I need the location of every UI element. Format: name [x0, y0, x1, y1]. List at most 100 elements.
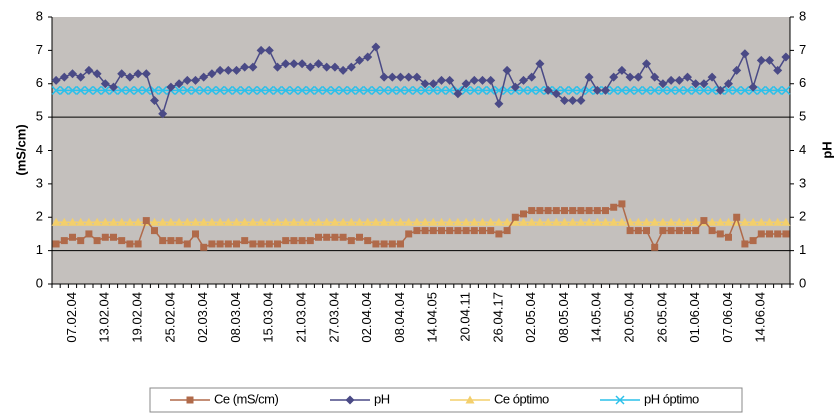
marker — [642, 217, 651, 226]
marker — [420, 217, 430, 226]
x-tick-label: 20.04.11 — [458, 292, 473, 342]
marker — [126, 240, 134, 248]
marker — [92, 69, 102, 79]
marker — [133, 217, 143, 226]
marker — [305, 217, 315, 226]
marker — [748, 217, 758, 226]
marker — [388, 240, 396, 248]
marker — [141, 69, 151, 79]
marker — [773, 65, 783, 75]
marker — [297, 85, 307, 95]
marker — [764, 85, 775, 95]
marker — [766, 230, 773, 238]
marker — [781, 52, 791, 62]
marker — [412, 85, 422, 95]
marker — [109, 217, 118, 226]
marker — [436, 85, 447, 95]
marker — [273, 217, 282, 226]
marker — [298, 237, 306, 245]
marker — [265, 240, 273, 248]
marker — [159, 237, 167, 245]
marker — [190, 85, 201, 95]
marker — [454, 227, 462, 235]
marker — [773, 217, 783, 226]
marker — [633, 72, 643, 82]
marker — [183, 240, 191, 248]
marker — [740, 85, 750, 95]
marker — [51, 85, 61, 95]
marker — [175, 237, 183, 245]
marker — [469, 217, 479, 226]
marker — [495, 230, 503, 238]
marker — [297, 59, 307, 69]
marker — [330, 85, 340, 95]
x-tick-label: 21.03.04 — [294, 292, 309, 343]
marker — [110, 233, 117, 241]
marker — [528, 207, 536, 215]
marker — [691, 217, 701, 226]
marker — [100, 217, 110, 226]
marker — [601, 85, 610, 95]
marker — [421, 227, 429, 235]
marker — [264, 217, 274, 226]
marker — [68, 217, 77, 226]
marker — [518, 85, 529, 95]
marker — [314, 217, 323, 226]
marker — [724, 217, 733, 226]
marker — [470, 227, 478, 235]
plot-area — [52, 17, 790, 284]
marker — [601, 217, 610, 226]
marker — [404, 217, 414, 226]
marker — [207, 69, 217, 79]
marker — [445, 217, 455, 226]
marker — [740, 49, 750, 59]
legend-label: pH — [374, 391, 390, 406]
marker — [215, 85, 225, 95]
marker — [461, 217, 471, 226]
x-tick-label: 13.02.04 — [97, 292, 112, 343]
marker — [249, 240, 257, 248]
marker — [584, 85, 594, 95]
x-tick-label: 02.04.04 — [359, 292, 374, 343]
marker — [289, 59, 299, 69]
marker — [182, 85, 192, 95]
marker — [158, 109, 168, 119]
marker — [371, 42, 381, 52]
marker — [700, 217, 708, 225]
x-tick-label: 27.03.04 — [326, 292, 341, 343]
marker — [151, 227, 158, 235]
marker — [527, 85, 537, 95]
marker — [379, 217, 389, 226]
marker — [346, 217, 356, 226]
marker — [445, 85, 455, 95]
marker — [519, 217, 528, 226]
marker — [576, 217, 586, 226]
legend-label: pH óptimo — [644, 391, 699, 406]
marker — [305, 62, 315, 72]
marker — [117, 69, 127, 79]
marker — [552, 207, 560, 215]
marker — [428, 85, 438, 95]
marker — [782, 230, 790, 238]
marker — [166, 217, 176, 226]
marker — [379, 72, 389, 82]
marker — [60, 237, 68, 245]
marker — [724, 79, 733, 89]
marker — [125, 72, 135, 82]
marker — [322, 217, 332, 226]
marker — [281, 85, 291, 95]
marker — [707, 72, 717, 82]
marker — [757, 230, 765, 238]
marker — [592, 217, 602, 226]
marker — [674, 75, 684, 85]
marker — [625, 85, 635, 95]
marker — [84, 65, 94, 75]
marker — [569, 207, 577, 215]
legend-label: Ce (mS/cm) — [214, 391, 279, 406]
marker — [282, 237, 290, 245]
marker — [182, 75, 192, 85]
y-tick-label: 1 — [36, 242, 43, 257]
marker — [510, 82, 520, 92]
marker — [125, 217, 135, 226]
marker — [708, 227, 716, 235]
